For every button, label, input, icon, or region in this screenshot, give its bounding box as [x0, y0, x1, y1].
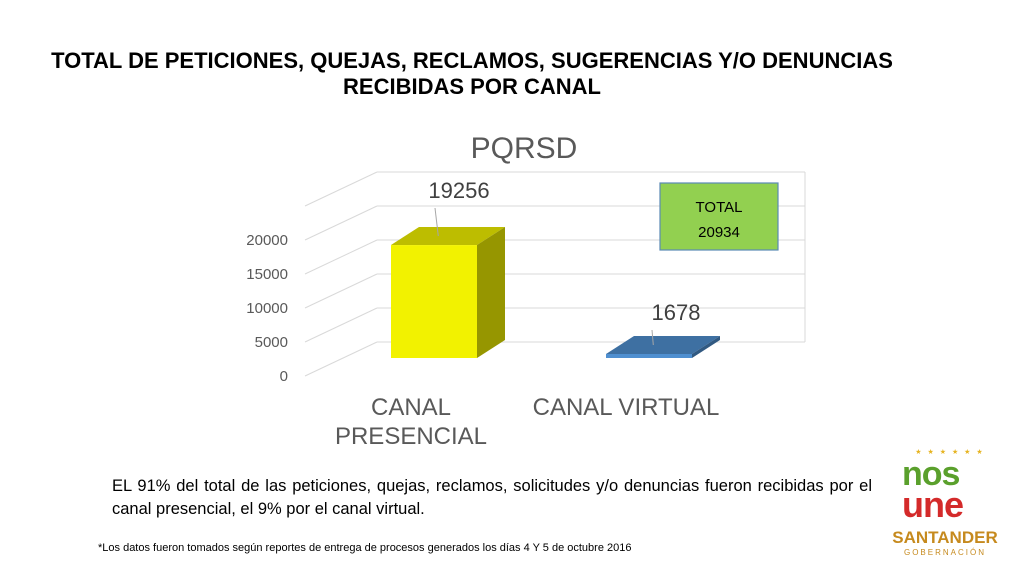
y-tick-label: 5000 — [255, 334, 288, 351]
total-value: 20934 — [698, 224, 740, 241]
gridline-diagonal — [304, 341, 378, 377]
total-box: TOTAL 20934 — [659, 182, 779, 251]
logo-stars: ★ ★ ★ ★ ★ ★ — [915, 449, 985, 456]
gridline-diagonal — [304, 239, 378, 275]
y-tick-label: 20000 — [246, 232, 288, 249]
data-label: 19256 — [428, 178, 489, 203]
logo-line-2: une — [902, 484, 964, 525]
santander-logo: ★ ★ ★ ★ ★ ★ nos une SANTANDER GOBERNACIÓ… — [880, 448, 1010, 568]
data-labels: 19256 1678 — [428, 178, 701, 346]
bar-side-face — [692, 336, 720, 358]
bar-2 — [606, 336, 720, 358]
pqrsd-chart: PQRSD 0 5000 10000 15000 20000 19256 1678 CAN… — [246, 132, 806, 450]
x-category-label: CANAL — [371, 394, 451, 421]
x-category-label: CANAL VIRTUAL — [533, 394, 720, 421]
x-category-label: PRESENCIAL — [335, 423, 487, 450]
bar-1 — [391, 227, 505, 358]
logo-line-1: nos — [902, 455, 960, 493]
y-tick-label: 0 — [280, 368, 288, 385]
bar-front-face — [391, 245, 477, 358]
gridline-diagonal — [304, 273, 378, 309]
total-box-background — [659, 182, 779, 251]
y-tick-label: 10000 — [246, 300, 288, 317]
summary-text: EL 91% del total de las peticiones, quej… — [112, 477, 872, 518]
bar-top-face — [606, 336, 720, 354]
y-tick-label: 15000 — [246, 266, 288, 283]
logo-name: SANTANDER — [892, 528, 998, 547]
data-label-leader — [434, 207, 439, 237]
bar-side-face — [477, 227, 505, 358]
logo-subtitle: GOBERNACIÓN — [903, 548, 986, 557]
data-label-leader — [651, 329, 654, 346]
bar-front-face — [606, 354, 692, 358]
bar-series — [391, 227, 720, 358]
gridline-diagonal — [304, 171, 378, 207]
bar-top-face — [391, 227, 505, 246]
gridline-diagonal — [304, 307, 378, 343]
chart-title: PQRSD — [471, 132, 578, 165]
data-label: 1678 — [652, 300, 701, 325]
y-axis: 0 5000 10000 15000 20000 — [246, 232, 288, 385]
gridline-diagonal — [304, 205, 378, 241]
footnote: *Los datos fueron tomados según reportes… — [98, 542, 632, 554]
slide-title: TOTAL DE PETICIONES, QUEJAS, RECLAMOS, S… — [51, 48, 893, 99]
total-label: TOTAL — [696, 199, 743, 216]
